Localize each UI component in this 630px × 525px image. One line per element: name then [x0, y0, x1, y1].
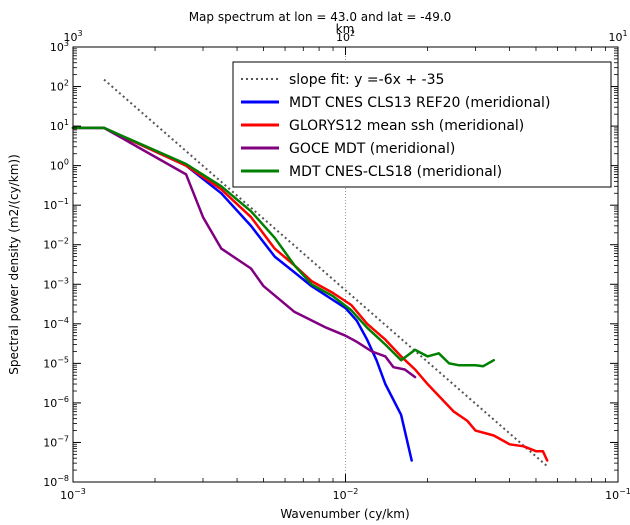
legend-label: GLORYS12 mean ssh (meridional)	[289, 118, 524, 134]
legend-label: slope fit: y =-6x + -35	[289, 72, 444, 88]
y-axis-label: Spectral power density (m2/(cy/km))	[7, 154, 21, 375]
x-tick-label: 10−2	[333, 487, 359, 502]
legend-label: MDT CNES-CLS18 (meridional)	[289, 164, 502, 180]
y-tick-label: 10−8	[43, 474, 69, 489]
series-line-3	[71, 126, 417, 379]
y-tick-label: 10−3	[43, 276, 69, 291]
slope-fit-line	[103, 78, 548, 468]
x-axis-label: Wavenumber (cy/km)	[280, 507, 409, 521]
top-tick-label: 103	[63, 29, 82, 44]
y-tick-label: 10−2	[43, 237, 69, 252]
y-tick-label: 10−5	[43, 355, 69, 370]
legend-label: MDT CNES CLS13 REF20 (meridional)	[289, 95, 550, 111]
top-tick-label: 101	[608, 29, 627, 44]
top-axis-label: km	[336, 22, 355, 36]
y-tick-label: 102	[50, 79, 69, 94]
y-tick-label: 100	[50, 158, 69, 173]
series-line-1	[71, 126, 413, 462]
chart-title: Map spectrum at lon = 43.0 and lat = -49…	[189, 10, 452, 24]
x-tick-label: 10−3	[60, 487, 86, 502]
series-line-2	[71, 126, 549, 462]
y-tick-label: 103	[50, 39, 69, 54]
y-tick-label: 10−1	[43, 197, 69, 212]
legend-box	[232, 61, 612, 188]
series-line-4	[71, 126, 496, 368]
y-tick-label: 10−7	[43, 434, 69, 449]
x-tick-label: 10−1	[605, 487, 630, 502]
y-tick-label: 10−6	[43, 395, 69, 410]
legend-label: GOCE MDT (meridional)	[289, 141, 455, 157]
top-tick-label: 102	[336, 29, 355, 44]
y-tick-label: 101	[50, 118, 69, 133]
y-tick-label: 10−4	[43, 316, 69, 331]
